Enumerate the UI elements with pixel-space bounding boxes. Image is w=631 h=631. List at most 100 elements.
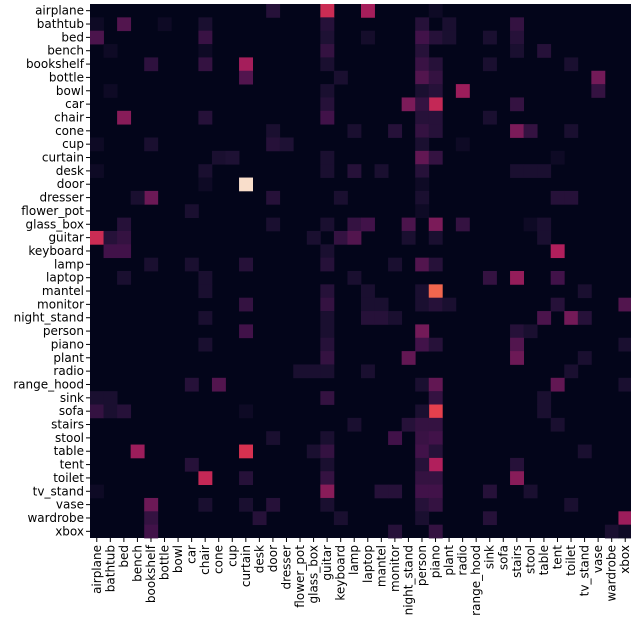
y-tick-label: dresser: [40, 191, 85, 205]
heatmap-cell-desk-person: [415, 164, 430, 178]
heatmap-cell-sofa-table: [537, 404, 552, 419]
heatmap-cell-door-person: [415, 177, 430, 192]
y-tick-label: xbox: [55, 524, 84, 538]
heatmap-cell-vase-bookshelf: [144, 497, 159, 512]
y-tick-label: desk: [56, 164, 84, 178]
heatmap-cell-table-curtain: [239, 444, 253, 459]
heatmap-cell-car-guitar: [320, 97, 335, 112]
heatmap-cell-bottle-curtain: [239, 70, 253, 85]
heatmap-cell-sofa-person: [415, 404, 430, 419]
y-tick-label: person: [43, 324, 84, 338]
y-tick-label: piano: [51, 337, 84, 351]
heatmap-cell-vase-guitar: [320, 497, 335, 512]
heatmap-cell-laptop-chair: [198, 271, 213, 285]
heatmap-cell-stairs-piano: [428, 417, 443, 432]
heatmap-cell-cone-door: [266, 124, 281, 138]
heatmap-cell-cone-stairs: [510, 124, 524, 138]
heatmap-cell-guitar-bed: [117, 230, 132, 245]
x-tick-label: cup: [225, 545, 239, 567]
x-tick-label: dresser: [279, 545, 293, 590]
heatmap-cell-sofa-airplane: [90, 404, 104, 419]
heatmap-cell-cup-bookshelf: [144, 137, 159, 152]
heatmap-cell-laptop-sink: [482, 271, 497, 285]
heatmap-cell-radio-glass_box: [306, 364, 321, 379]
y-tick-label: flower_pot: [21, 204, 84, 218]
heatmap-cell-night_stand-mantel: [374, 311, 389, 325]
y-tick-label: wardrobe: [27, 511, 84, 525]
heatmap-cell-tv_stand-person: [415, 484, 430, 499]
heatmap-cell-desk-chair: [198, 164, 213, 178]
heatmap-cell-radio-toilet: [564, 364, 579, 379]
heatmap-cell-dresser-tent: [550, 190, 565, 205]
heatmap-cell-monitor-plant: [442, 297, 457, 312]
heatmap-cell-mantel-piano: [428, 284, 443, 299]
x-tick-label: bench: [130, 545, 144, 582]
x-tick-label: toilet: [564, 545, 578, 576]
heatmap-cell-glass_box-door: [266, 217, 281, 232]
heatmap-cell-tv_stand-sink: [482, 484, 497, 499]
heatmap-cell-sink-airplane: [90, 391, 104, 405]
heatmap-cell-piano-chair: [198, 337, 213, 352]
y-tick-label: stairs: [51, 418, 84, 432]
heatmap-cell-bench-stairs: [510, 44, 524, 58]
heatmap-cell-cone-piano: [428, 124, 443, 138]
heatmap-cell-bookshelf-piano: [428, 57, 443, 72]
heatmap-cell-range_hood-person: [415, 377, 430, 392]
heatmap-cell-person-guitar: [320, 324, 335, 339]
heatmap-cell-vase-person: [415, 497, 430, 512]
x-tick-label: night_stand: [401, 545, 415, 615]
y-tick-label: table: [54, 444, 84, 458]
heatmap-cell-person-stairs: [510, 324, 524, 339]
heatmap-cell-bed-guitar: [320, 30, 335, 45]
heatmap-cell-guitar-glass_box: [306, 230, 321, 245]
y-tick-label: car: [65, 97, 84, 111]
y-tick-label: bathtub: [37, 17, 84, 31]
heatmap-cell-range_hood-tent: [550, 377, 565, 392]
heatmap-cell-bowl-vase: [591, 84, 606, 98]
heatmap-cell-radio-flower_pot: [293, 364, 308, 379]
heatmap-cell-toilet-chair: [198, 471, 213, 485]
heatmap-cell-laptop-bed: [117, 271, 132, 285]
heatmap-cell-piano-person: [415, 337, 430, 352]
y-tick-label: door: [57, 177, 84, 191]
heatmap-cell-stool-door: [266, 431, 281, 445]
heatmap-cell-bench-guitar: [320, 44, 335, 58]
heatmap-cell-toilet-piano: [428, 471, 443, 485]
heatmap-cell-radio-guitar: [320, 364, 335, 379]
x-tick-label: flower_pot: [293, 545, 307, 608]
heatmap-cell-vase-piano: [428, 497, 443, 512]
heatmap-cell-sink-table: [537, 391, 552, 405]
heatmap-cell-tv_stand-piano: [428, 484, 443, 499]
heatmap-cell-mantel-person: [415, 284, 430, 299]
y-tick-label: sofa: [59, 404, 84, 418]
heatmap-cell-lamp-bookshelf: [144, 257, 159, 272]
heatmap-cell-stool-guitar: [320, 431, 335, 445]
heatmap-cell-bowl-guitar: [320, 84, 335, 98]
heatmap-cell-stool-piano: [428, 431, 443, 445]
x-tick-label: laptop: [361, 545, 375, 583]
heatmap-cell-bathtub-plant: [442, 17, 457, 32]
x-tick-label: cone: [212, 545, 226, 574]
y-tick-label: tent: [60, 458, 85, 472]
heatmap-cell-bathtub-guitar: [320, 17, 335, 32]
heatmap-cell-tv_stand-airplane: [90, 484, 104, 499]
heatmap-cell-guitar-keyboard: [333, 230, 348, 245]
heatmap-cell-car-person: [415, 97, 430, 112]
y-tick-labels: airplanebathtubbedbenchbookshelfbottlebo…: [13, 4, 90, 538]
heatmap-cell-xbox-monitor: [388, 524, 403, 539]
heatmap-cell-dresser-keyboard: [333, 190, 348, 205]
heatmap-cell-glass_box-bed: [117, 217, 132, 232]
y-tick-label: night_stand: [14, 311, 84, 325]
x-tick-label: radio: [456, 545, 470, 576]
heatmap-cell-plant-night_stand: [401, 351, 416, 365]
heatmap-cell-lamp-monitor: [388, 257, 403, 272]
x-tick-label: bookshelf: [144, 544, 158, 603]
heatmap-cell-night_stand-tv_stand: [577, 311, 592, 325]
heatmap-cell-bench-person: [415, 44, 430, 58]
heatmap-cell-sofa-bed: [117, 404, 132, 419]
x-tick-label: piano: [429, 545, 443, 578]
heatmap-cell-curtain-piano: [428, 150, 443, 165]
heatmap-cell-mantel-chair: [198, 284, 213, 299]
heatmap-cells: [90, 4, 631, 539]
heatmap-cell-wardrobe-keyboard: [333, 511, 348, 526]
